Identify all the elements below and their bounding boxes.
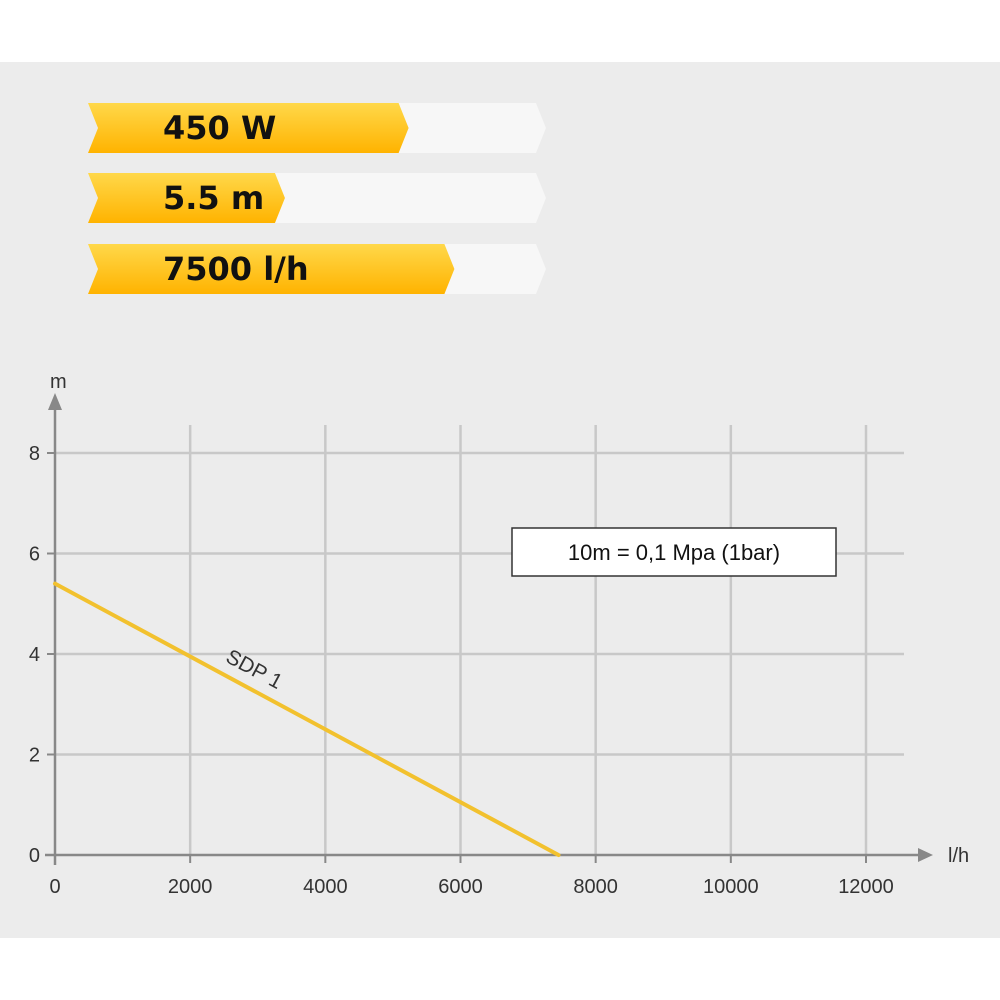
spec-bar-flow: 7500 l/h bbox=[88, 244, 548, 294]
pressure-note: 10m = 0,1 Mpa (1bar) bbox=[511, 527, 837, 577]
spec-bar-graphic bbox=[88, 244, 546, 294]
y-tick-label: 2 bbox=[29, 745, 40, 767]
spec-bar-graphic bbox=[88, 173, 546, 223]
spec-label: 450 W bbox=[163, 109, 277, 147]
grid bbox=[55, 425, 904, 855]
axes bbox=[45, 393, 933, 865]
x-axis-label: l/h bbox=[948, 845, 969, 867]
x-tick-label: 0 bbox=[49, 876, 60, 898]
pressure-note-box bbox=[511, 527, 837, 577]
spec-label: 5.5 m bbox=[163, 179, 265, 217]
series-layer: SDP 1 bbox=[53, 581, 561, 857]
spec-bar-fill bbox=[88, 173, 285, 223]
x-tick-label: 6000 bbox=[438, 876, 483, 898]
y-axis-arrow bbox=[48, 393, 62, 410]
y-tick-label: 0 bbox=[29, 845, 40, 867]
spec-bar-power: 450 W bbox=[88, 103, 548, 153]
spec-bar-fill bbox=[88, 244, 455, 294]
y-tick-label: 6 bbox=[29, 544, 40, 566]
spec-label: 7500 l/h bbox=[163, 250, 309, 288]
y-tick-label: 8 bbox=[29, 443, 40, 465]
y-axis-label: m bbox=[50, 371, 67, 393]
x-tick-label: 10000 bbox=[703, 876, 759, 898]
tick-labels: 0 2000 4000 6000 8000 10000 12000 0 2 4 6 8 bbox=[29, 443, 894, 898]
x-tick-label: 12000 bbox=[838, 876, 894, 898]
spec-bar-fill bbox=[88, 103, 409, 153]
series-line bbox=[53, 581, 561, 857]
spec-bar-graphic bbox=[88, 103, 546, 153]
x-tick-label: 8000 bbox=[573, 876, 618, 898]
x-tick-label: 4000 bbox=[303, 876, 348, 898]
series-label: SDP 1 bbox=[222, 645, 286, 694]
spec-bar-head: 5.5 m bbox=[88, 173, 548, 223]
x-axis-arrow bbox=[918, 848, 933, 862]
x-tick-label: 2000 bbox=[168, 876, 213, 898]
y-tick-label: 4 bbox=[29, 644, 40, 666]
pressure-note-text: 10m = 0,1 Mpa (1bar) bbox=[568, 540, 780, 565]
